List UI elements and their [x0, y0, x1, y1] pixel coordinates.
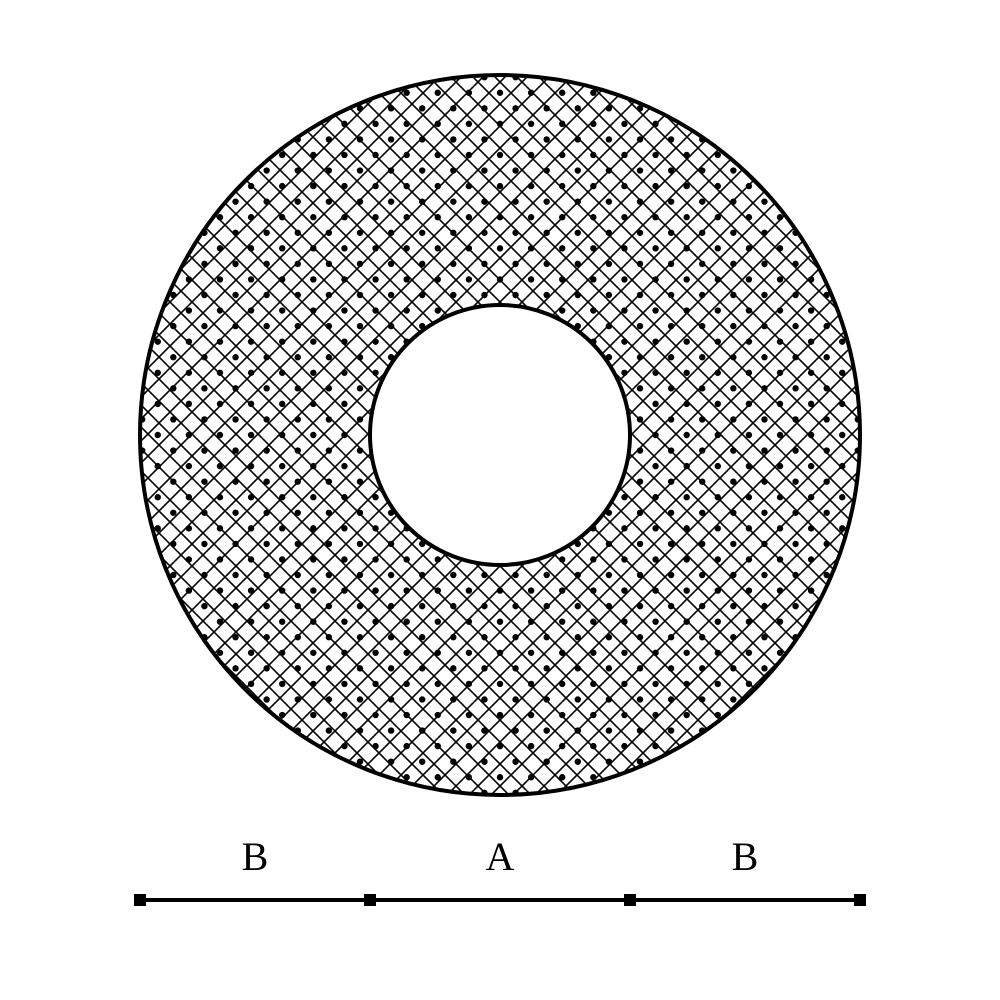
dimension-tick [364, 894, 376, 906]
dimension-label: B [732, 834, 759, 879]
inner-circle [370, 305, 630, 565]
dimension-tick [854, 894, 866, 906]
dimension-tick [134, 894, 146, 906]
dimension-label: B [242, 834, 269, 879]
dimension-tick [624, 894, 636, 906]
dimension-label: A [486, 834, 515, 879]
